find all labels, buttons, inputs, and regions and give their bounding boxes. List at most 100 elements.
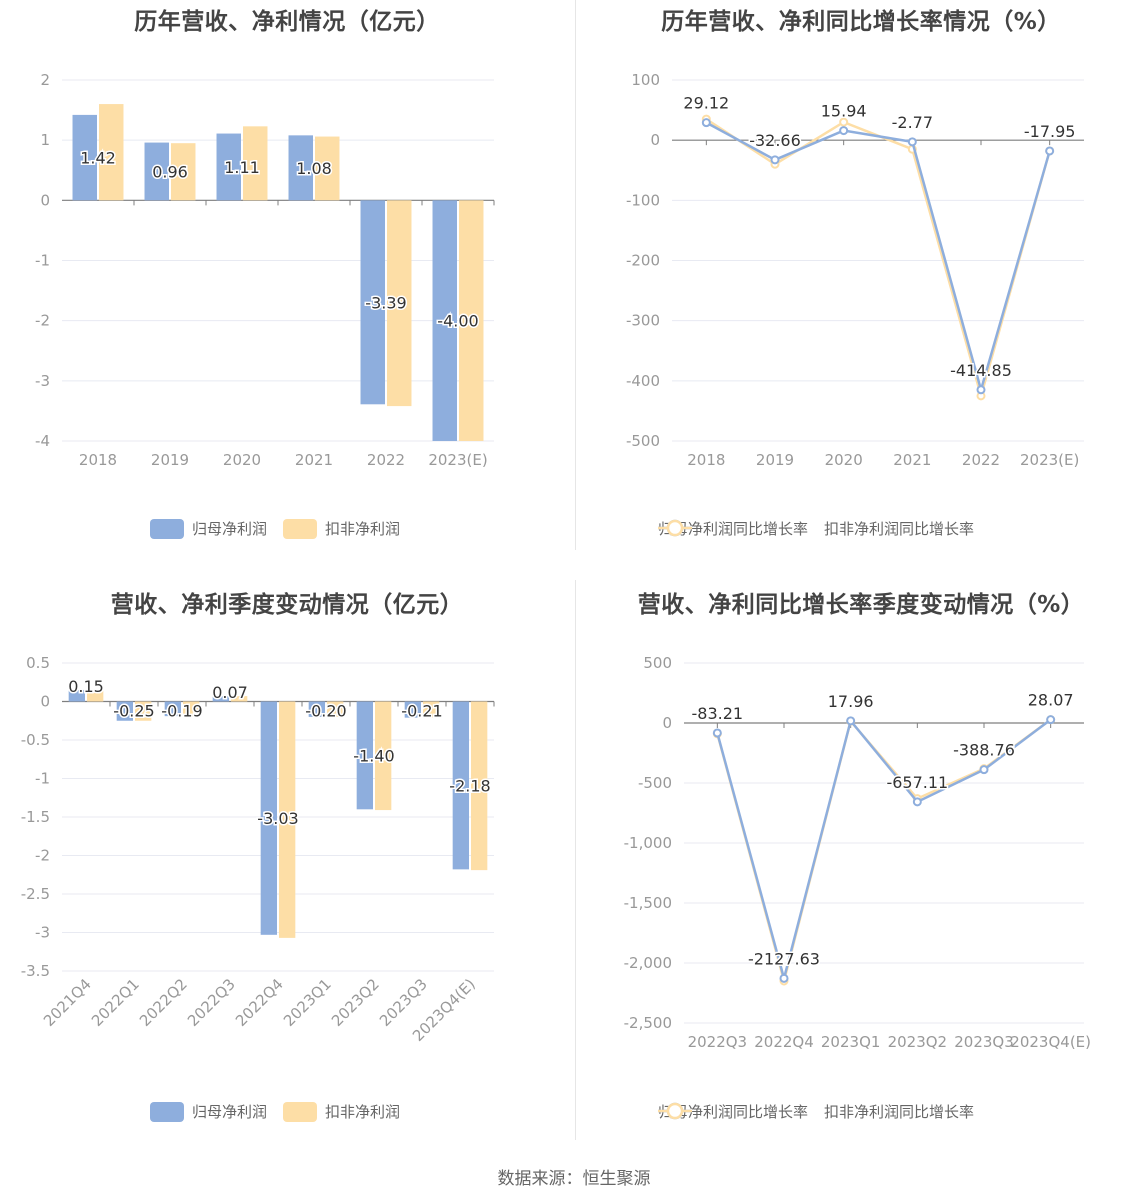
x-tick-label: 2022: [962, 451, 1000, 469]
vertical-divider-bottom: [575, 580, 576, 1140]
data-label: -2127.63: [748, 949, 820, 968]
x-tick-label: 2022Q3: [688, 1033, 748, 1051]
bar-deducted-profit: [423, 701, 440, 718]
bar-deducted-profit: [243, 126, 268, 201]
y-tick-label: -2: [35, 312, 50, 330]
x-tick-label: 2023Q1: [280, 975, 335, 1030]
bar-parent-profit: [212, 696, 229, 702]
y-tick-label: -2.5: [21, 885, 50, 903]
data-label: 0.07: [212, 683, 248, 702]
legend-swatch: [150, 518, 184, 539]
x-tick-label: 2023Q3: [954, 1033, 1014, 1051]
data-label: -2.18: [449, 776, 490, 795]
bar-parent-profit: [288, 135, 313, 201]
bar-deducted-profit: [87, 689, 104, 702]
data-point: [839, 126, 849, 136]
data-label: 28.07: [1028, 691, 1074, 710]
series-line-deducted-growth: [705, 118, 1051, 401]
series-line-parent-growth: [716, 718, 1052, 984]
x-tick-label: 2021: [893, 451, 931, 469]
x-tick-label: 2018: [79, 451, 117, 469]
bar-parent-profit: [116, 701, 133, 721]
y-tick-label: 500: [643, 654, 672, 672]
legend-label: 扣非净利润: [325, 520, 401, 538]
y-tick-label: -2,500: [624, 1014, 672, 1032]
x-tick-label: 2023Q2: [328, 975, 383, 1030]
series-line-parent-growth: [705, 121, 1051, 395]
legend-swatch: [283, 1101, 318, 1122]
y-tick-label: 0: [40, 693, 50, 711]
y-tick-label: -0.5: [21, 731, 50, 749]
legend-swatch: [150, 1101, 184, 1122]
legend-label: 归母净利润同比增长率: [658, 520, 809, 538]
x-tick-label: 2021: [295, 451, 333, 469]
x-tick-label: 2022Q1: [88, 975, 143, 1030]
bar-deducted-profit: [387, 200, 412, 407]
data-label: 1.42: [80, 149, 116, 168]
x-tick-label: 2023(E): [1020, 451, 1079, 469]
chart-panel-annual-growth: 历年营收、净利同比增长率情况（%） 100 0 -100 -200 -300 -400 -5…: [574, 0, 1148, 580]
data-point: [779, 973, 789, 983]
legend-item-deducted-growth[interactable]: 扣非净利润同比增长率: [658, 1101, 975, 1122]
x-tick-label: 2023Q2: [888, 1033, 948, 1051]
x-tick-label: 2022Q4: [754, 1033, 814, 1051]
data-label: -657.11: [886, 773, 948, 792]
data-label: -414.85: [950, 361, 1012, 380]
x-tick-label: 2023Q4(E): [1010, 1033, 1091, 1051]
vertical-divider-top: [575, 0, 576, 550]
y-tick-label: 1: [40, 131, 50, 149]
data-label: -4.00: [437, 312, 478, 331]
data-point: [839, 117, 849, 127]
x-tick-label: 2018: [687, 451, 725, 469]
data-point: [907, 137, 917, 147]
annual-profit-bar-chart: 2 1 0 -1 -2 -3 -4 1.42 2018 0.96 2019 1.11 2020 1.08 2…: [35, 71, 495, 469]
x-tick-label: 2019: [151, 451, 189, 469]
data-point: [1045, 146, 1055, 156]
chart-legend: 归母净利润 扣非净利润: [150, 518, 416, 539]
bar-parent-profit: [72, 114, 97, 201]
legend-item-deducted-profit[interactable]: 扣非净利润: [283, 1101, 400, 1122]
x-tick-label: 2023Q1: [821, 1033, 881, 1051]
legend-item-deducted-profit[interactable]: 扣非净利润: [283, 518, 400, 539]
y-tick-label: -500: [638, 774, 672, 792]
chart-title: 营收、净利同比增长率季度变动情况（%）: [637, 592, 1085, 618]
data-label: 0.96: [152, 162, 188, 181]
y-tick-label: -1: [35, 770, 50, 788]
y-tick-label: 0.5: [26, 654, 50, 672]
y-tick-label: -3: [35, 924, 50, 942]
y-tick-label: -1,500: [624, 894, 672, 912]
chart-title: 历年营收、净利同比增长率情况（%）: [661, 9, 1061, 35]
x-tick-label: 2020: [223, 451, 261, 469]
quarterly-growth-line-chart: 500 0 -500 -1,000 -1,500 -2,000 -2,500 2022Q3 20…: [624, 654, 1091, 1051]
data-point: [701, 118, 711, 128]
data-label: -0.19: [161, 702, 202, 721]
legend-label: 归母净利润: [192, 520, 268, 538]
y-tick-label: 2: [40, 71, 50, 89]
y-tick-label: -2,000: [624, 954, 672, 972]
bar-deducted-profit: [459, 200, 484, 441]
bar-deducted-profit: [135, 701, 152, 721]
data-label: 15.94: [821, 102, 867, 121]
chart-title: 历年营收、净利情况（亿元）: [134, 9, 440, 35]
y-tick-label: -200: [626, 252, 660, 270]
data-label: -17.95: [1024, 122, 1076, 141]
bar-parent-profit: [144, 142, 169, 201]
chart-panel-annual-profit: 历年营收、净利情况（亿元） 2 1 0 -1 -2 -3 -4 1.42 2018 0.96 201…: [0, 0, 574, 580]
bar-deducted-profit: [99, 104, 124, 201]
legend-item-deducted-growth[interactable]: 扣非净利润同比增长率: [658, 518, 974, 539]
bar-deducted-profit: [279, 701, 296, 938]
legend-label: 扣非净利润同比增长率: [824, 1103, 975, 1121]
data-label: -388.76: [953, 741, 1015, 760]
legend-item-parent-profit[interactable]: 归母净利润: [150, 518, 267, 539]
legend-item-parent-profit[interactable]: 归母净利润: [150, 1101, 267, 1122]
data-point: [770, 155, 780, 165]
y-tick-label: -4: [35, 432, 50, 450]
data-label: -2.77: [892, 113, 933, 132]
bar-deducted-profit: [315, 136, 340, 201]
y-tick-label: -3: [35, 372, 50, 390]
data-source-note: 数据来源：恒生聚源: [497, 1169, 651, 1189]
bar-parent-profit: [68, 689, 85, 702]
bar-parent-profit: [308, 701, 325, 717]
data-point: [979, 765, 989, 775]
data-label: 1.11: [224, 158, 260, 177]
